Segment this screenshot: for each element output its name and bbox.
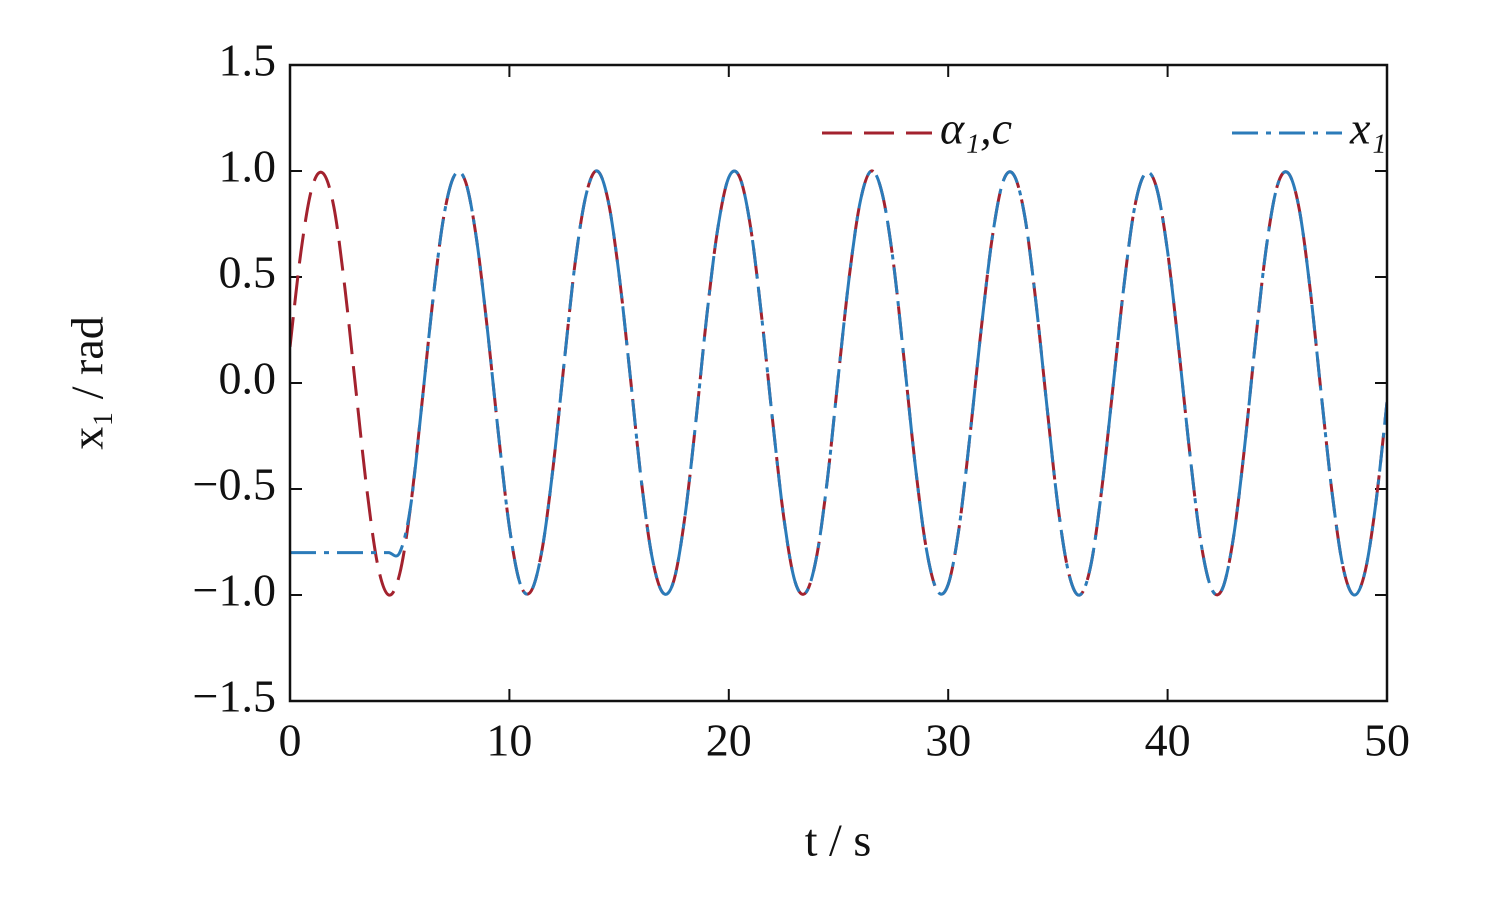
y-tick-label: 0.5 (219, 247, 277, 298)
y-tick-label: −1.5 (193, 671, 276, 722)
x-tick-label: 0 (279, 715, 302, 766)
x-tick-label: 30 (925, 715, 971, 766)
legend-label: x₁ (1349, 103, 1386, 154)
line-series (290, 169, 1387, 597)
y-axis-label: x₁ / rad (62, 316, 113, 450)
legend-label: α₁,c (940, 103, 1012, 154)
y-tick-label: 1.0 (219, 141, 277, 192)
y-tick-label: −0.5 (193, 459, 276, 510)
y-tick-label: 0.0 (219, 353, 277, 404)
y-tick-label: 1.5 (219, 35, 277, 86)
x-tick-label: 50 (1364, 715, 1410, 766)
line-series (290, 169, 1387, 597)
plot-frame (288, 63, 1389, 703)
x-axis-label: t / s (805, 815, 871, 866)
x-tick-label: 40 (1145, 715, 1191, 766)
y-tick-label: −1.0 (193, 565, 276, 616)
x-tick-label: 20 (706, 715, 752, 766)
x-tick-label: 10 (486, 715, 532, 766)
